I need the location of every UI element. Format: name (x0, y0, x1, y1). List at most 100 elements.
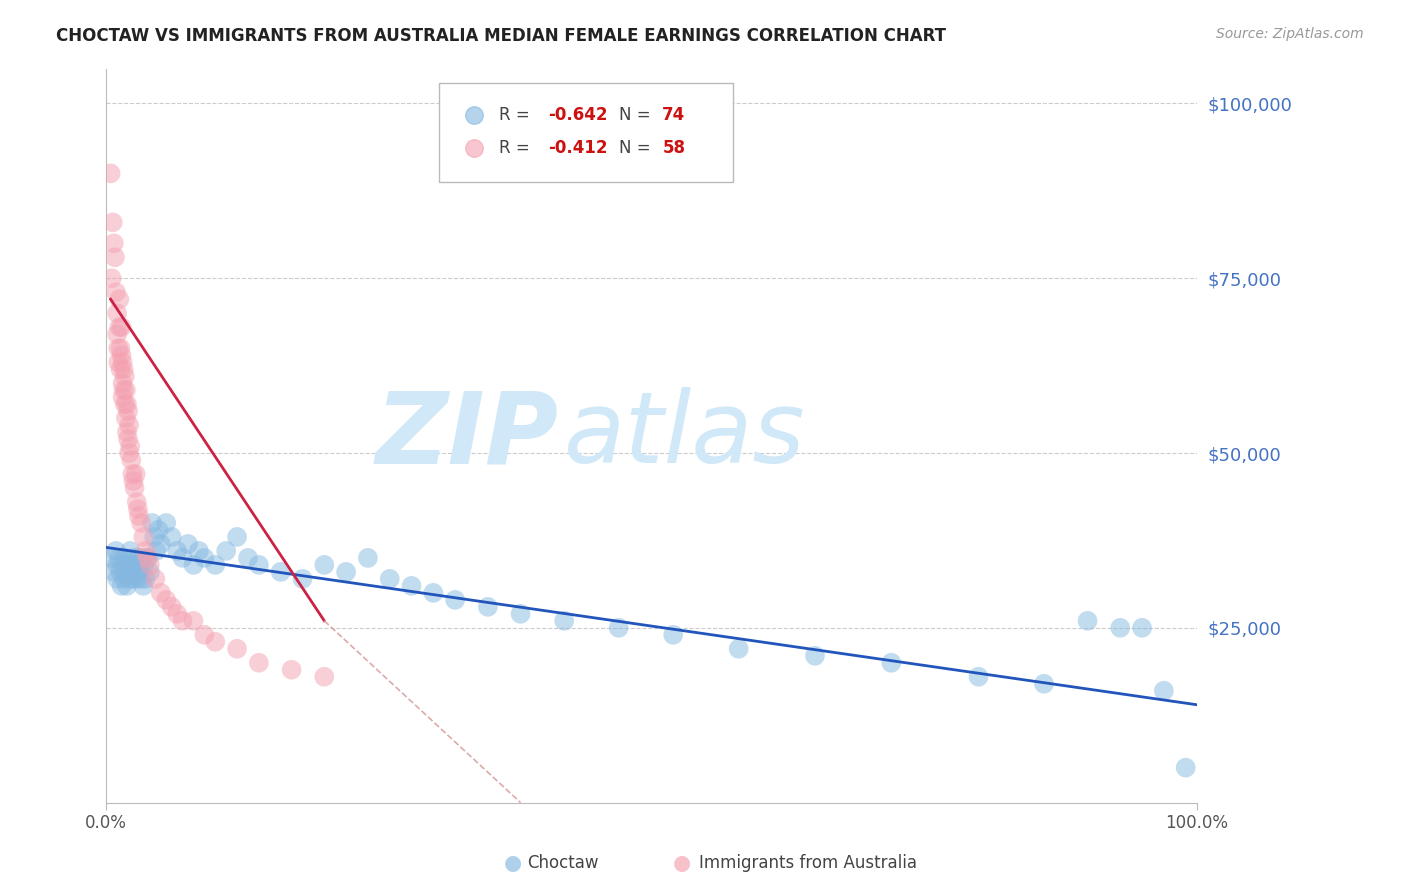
Point (291, 572, 314, 586)
Point (114, 397, 136, 411)
Point (134, 558, 156, 572)
Point (727, 641, 749, 656)
Point (1174, 761, 1197, 775)
Point (108, 550, 131, 565)
Point (120, 453, 142, 467)
Point (463, 796, 485, 810)
Point (105, 285, 128, 300)
Point (134, 572, 156, 586)
Point (804, 648, 827, 663)
Point (226, 641, 249, 656)
Point (114, 550, 136, 565)
Point (105, 306, 128, 320)
Point (204, 635, 226, 649)
Text: atlas: atlas (564, 387, 806, 484)
Point (110, 341, 132, 355)
Point (1109, 621, 1132, 635)
Point (270, 565, 292, 579)
Point (107, 355, 129, 369)
Point (111, 355, 134, 369)
Text: -0.412: -0.412 (548, 139, 607, 157)
Point (143, 572, 166, 586)
Point (236, 550, 259, 565)
Point (122, 550, 145, 565)
Point (124, 481, 146, 495)
Point (193, 628, 215, 642)
Point (160, 599, 183, 614)
Point (110, 348, 132, 362)
Point (335, 565, 357, 579)
Text: R =: R = (499, 106, 534, 124)
Point (114, 369, 136, 384)
Point (122, 474, 145, 488)
Text: Immigrants from Australia: Immigrants from Australia (699, 855, 917, 872)
Point (128, 565, 150, 579)
Point (1077, 614, 1099, 628)
Point (115, 579, 138, 593)
Text: ●: ● (505, 854, 522, 873)
Point (111, 558, 134, 572)
Point (143, 530, 166, 544)
Point (422, 586, 444, 600)
Text: Choctaw: Choctaw (527, 855, 599, 872)
Point (110, 579, 132, 593)
Point (118, 572, 141, 586)
Point (112, 572, 135, 586)
Point (1153, 683, 1175, 698)
Point (880, 656, 903, 670)
Point (204, 558, 226, 572)
Point (477, 599, 499, 614)
Text: Source: ZipAtlas.com: Source: ZipAtlas.com (1216, 27, 1364, 41)
Point (111, 390, 134, 404)
Text: N =: N = (619, 139, 655, 157)
Point (662, 628, 685, 642)
Point (105, 544, 128, 558)
Point (118, 446, 141, 460)
Point (120, 439, 142, 453)
Text: -0.642: -0.642 (548, 106, 607, 124)
Point (1032, 677, 1054, 691)
Text: 58: 58 (662, 139, 685, 157)
Point (247, 558, 270, 572)
Point (139, 558, 162, 572)
Point (117, 404, 139, 418)
Point (120, 544, 142, 558)
Point (117, 558, 139, 572)
Point (607, 621, 630, 635)
Point (177, 537, 200, 551)
Point (148, 523, 170, 537)
Point (129, 516, 152, 530)
FancyBboxPatch shape (439, 83, 733, 182)
Point (132, 579, 155, 593)
Point (124, 558, 146, 572)
Point (378, 572, 401, 586)
Point (139, 565, 162, 579)
Point (509, 607, 531, 621)
Point (121, 572, 143, 586)
Point (183, 614, 205, 628)
Point (125, 572, 148, 586)
Point (314, 558, 336, 572)
Point (115, 411, 138, 425)
Point (105, 572, 128, 586)
Point (112, 383, 135, 397)
Point (183, 558, 205, 572)
Point (967, 670, 990, 684)
Point (120, 558, 142, 572)
Point (103, 565, 125, 579)
Point (280, 663, 302, 677)
Point (149, 537, 172, 551)
Text: R =: R = (499, 139, 534, 157)
Point (132, 530, 155, 544)
Point (247, 656, 270, 670)
Point (145, 544, 167, 558)
Point (100, 271, 122, 285)
Point (107, 341, 129, 355)
Point (108, 292, 131, 306)
Point (115, 565, 138, 579)
Point (108, 320, 131, 334)
Point (1130, 621, 1153, 635)
Point (149, 586, 172, 600)
Point (401, 579, 423, 593)
Point (104, 250, 127, 264)
